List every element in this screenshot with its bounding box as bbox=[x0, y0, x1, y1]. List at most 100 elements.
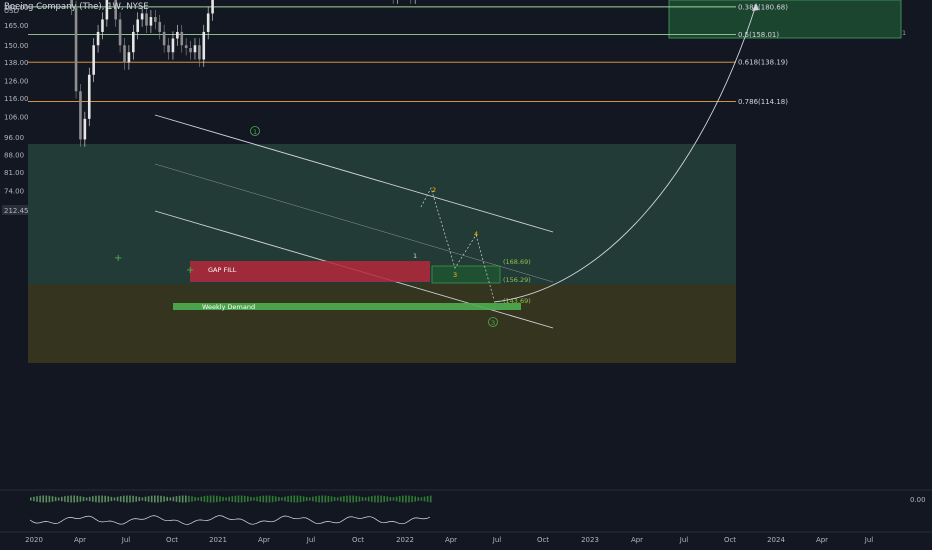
indicator-bar bbox=[243, 495, 246, 503]
indicator-bar bbox=[402, 495, 404, 503]
fib-levels: 0(278.85)0.236(213.27)0.382(180.68)0.5(1… bbox=[28, 3, 788, 106]
indicator-bar bbox=[191, 496, 193, 502]
fib-level-label: 0.382(180.68) bbox=[738, 3, 788, 11]
indicator-bar bbox=[57, 497, 60, 501]
indicator-bar bbox=[138, 496, 141, 502]
indicator-bar bbox=[95, 495, 97, 503]
indicator-bar bbox=[85, 497, 88, 501]
indicator-bar bbox=[250, 496, 252, 502]
wave-label-4: 4 bbox=[474, 230, 478, 238]
indicator-bar bbox=[290, 495, 292, 503]
indicator-bar bbox=[358, 496, 361, 502]
indicator-bar bbox=[157, 495, 159, 503]
indicator-bar bbox=[92, 496, 94, 502]
indicator-bar bbox=[178, 495, 181, 503]
indicator-bar bbox=[169, 497, 172, 501]
indicator-line bbox=[29, 515, 431, 525]
target-box-1 bbox=[431, 265, 501, 284]
indicator-bar bbox=[237, 495, 240, 503]
candle-body bbox=[123, 45, 126, 63]
indicator-bar bbox=[45, 495, 48, 503]
fib-level-label: 0.5(158.01) bbox=[738, 31, 779, 39]
indicator-bar bbox=[150, 495, 153, 503]
fib-upper-zone bbox=[28, 144, 736, 284]
indicator-bar bbox=[123, 495, 125, 503]
indicator-bar bbox=[216, 495, 218, 503]
y-tick-label: 180.00 bbox=[4, 4, 29, 12]
indicator-bar bbox=[426, 496, 429, 502]
indicator-bar bbox=[107, 496, 110, 502]
candle-body bbox=[127, 52, 131, 63]
indicator-bar bbox=[110, 496, 113, 502]
indicator-bar bbox=[364, 497, 367, 501]
indicator-bar bbox=[98, 495, 100, 503]
indicator-bar bbox=[212, 495, 215, 503]
chart-header: Boeing Company (The), 1W, NYSE bbox=[4, 2, 149, 12]
weekly-demand-zone bbox=[173, 303, 521, 310]
indicator-bar bbox=[132, 495, 134, 503]
indicator-bar bbox=[414, 496, 416, 502]
svg-text:212.45: 212.45 bbox=[4, 207, 29, 215]
fib-level-label: 0.618(138.19) bbox=[738, 59, 788, 67]
cross-marker: + bbox=[186, 265, 194, 276]
candle-body bbox=[206, 13, 210, 32]
candle-body bbox=[70, 0, 73, 8]
indicator-bar bbox=[281, 497, 283, 501]
indicator-bar bbox=[411, 495, 413, 503]
x-tick-label: Jul bbox=[121, 536, 131, 544]
indicator-bar bbox=[129, 495, 131, 503]
y-tick-label: 106.00 bbox=[4, 113, 29, 121]
indicator-bar bbox=[253, 497, 255, 501]
indicator-bar bbox=[73, 495, 75, 503]
indicator-bar bbox=[398, 496, 401, 502]
indicator-bar bbox=[346, 495, 348, 503]
weekly-demand-label: Weekly Demand bbox=[202, 303, 255, 311]
indicator-bar bbox=[417, 497, 420, 501]
indicator-bar bbox=[209, 495, 212, 503]
x-tick-label: Apr bbox=[74, 536, 86, 544]
indicator-bar bbox=[408, 495, 410, 503]
indicator-bar bbox=[194, 496, 196, 502]
candle-body bbox=[105, 0, 109, 20]
fib-level-label: 0.786(114.18) bbox=[738, 98, 788, 106]
candle-body bbox=[162, 31, 166, 46]
x-tick-label: Jul bbox=[864, 536, 874, 544]
indicator-bar bbox=[330, 496, 333, 502]
y-tick-label: 126.00 bbox=[4, 78, 29, 86]
indicator-bar bbox=[61, 496, 63, 502]
y-tick-label: 165.00 bbox=[4, 22, 29, 30]
indicator-bar bbox=[101, 495, 103, 503]
candle-body bbox=[118, 19, 122, 46]
indicator-bar bbox=[299, 495, 302, 503]
x-tick-label: Oct bbox=[352, 536, 364, 544]
candle-body bbox=[184, 45, 188, 49]
candle-body bbox=[83, 118, 87, 140]
indicator-bar bbox=[119, 496, 122, 502]
indicator-bar bbox=[33, 496, 35, 502]
indicator-bar bbox=[287, 496, 289, 502]
indicator-bar bbox=[48, 495, 51, 503]
indicator-bar bbox=[371, 496, 373, 502]
indicator-bar bbox=[225, 497, 227, 501]
indicator-bar bbox=[154, 495, 156, 503]
candle-body bbox=[176, 31, 179, 39]
indicator-bar bbox=[185, 495, 187, 503]
indicator-bar bbox=[116, 496, 119, 502]
y-tick-label: 150.00 bbox=[4, 42, 29, 50]
indicator-bar bbox=[240, 495, 243, 503]
x-tick-label: Apr bbox=[258, 536, 270, 544]
indicator-bar bbox=[206, 495, 209, 503]
indicator-bar bbox=[175, 496, 178, 502]
indicator-bar bbox=[234, 495, 237, 503]
x-tick-label: Jul bbox=[306, 536, 316, 544]
candle-body bbox=[145, 13, 148, 26]
candle-series bbox=[70, 0, 416, 147]
indicator-bar bbox=[305, 496, 308, 502]
indicator-bar bbox=[284, 496, 286, 502]
indicator-bar bbox=[64, 496, 66, 502]
y-tick-label: 74.00 bbox=[4, 187, 24, 195]
y-tick-label: 88.00 bbox=[4, 152, 24, 160]
indicator-bar bbox=[429, 495, 432, 503]
indicator-bar bbox=[135, 496, 137, 502]
